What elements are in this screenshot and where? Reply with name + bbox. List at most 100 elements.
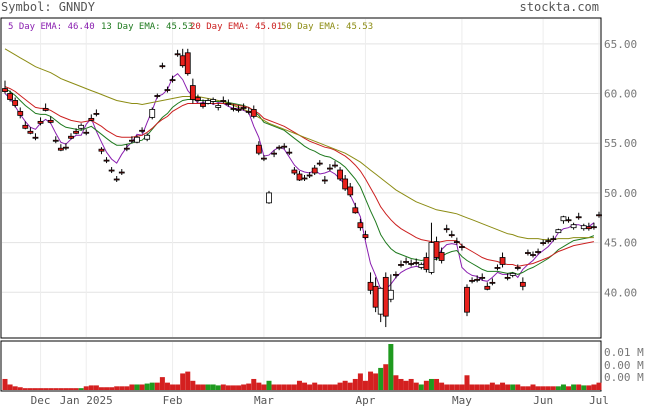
candle: [565, 216, 572, 223]
legend-ema-5: 5 Day EMA: 46.40: [8, 22, 95, 32]
volume-bar: [347, 382, 353, 390]
candle-body: [22, 124, 29, 129]
candle: [464, 284, 470, 317]
legend-ema-50-text: 50 Day EMA: 45.53: [281, 22, 373, 32]
candle-body: [393, 273, 399, 276]
candle-body: [286, 151, 293, 154]
candle-body: [327, 167, 333, 170]
volume-bar: [266, 380, 272, 390]
volume-bar: [494, 384, 500, 390]
volume-bar: [271, 384, 277, 390]
ema-13-line: [4, 88, 595, 275]
volume-bar: [114, 386, 120, 390]
candle-body: [591, 226, 597, 229]
candle-body: [550, 238, 557, 241]
volume-bar: [489, 382, 495, 390]
candle-body: [469, 279, 475, 282]
month-label: Jan 2025: [60, 394, 113, 406]
candle-body: [367, 281, 374, 291]
candle: [337, 167, 343, 181]
candle: [535, 248, 541, 255]
candle: [68, 133, 74, 140]
candle-body: [479, 276, 486, 279]
candle: [519, 277, 526, 291]
volume-bar: [368, 371, 374, 390]
candle-body: [580, 225, 587, 230]
volume-bar: [510, 384, 516, 390]
volume-bar: [164, 382, 170, 390]
candle-body: [139, 129, 145, 132]
candle-body: [484, 285, 491, 290]
candle-body: [27, 130, 34, 134]
site-label[interactable]: stockta.com: [520, 0, 599, 14]
candle: [12, 97, 19, 108]
candle-body: [377, 287, 384, 315]
volume-bar: [53, 388, 59, 390]
candle-body: [540, 242, 547, 244]
candle: [22, 121, 29, 130]
volume-bar: [7, 384, 13, 390]
candle: [27, 127, 34, 135]
volume-bar: [535, 386, 541, 390]
volume-bar: [134, 384, 140, 390]
candle-body: [57, 147, 64, 151]
candle-body: [250, 109, 257, 117]
candle-body: [235, 109, 242, 111]
candle: [200, 99, 206, 109]
candle-body: [413, 262, 420, 264]
volume-bar: [256, 382, 262, 390]
volume-bar: [439, 382, 445, 390]
candle: [57, 144, 64, 152]
candle: [7, 90, 13, 102]
candle: [474, 275, 481, 283]
candle: [154, 93, 161, 99]
candle: [2, 80, 8, 94]
volume-bar: [58, 388, 64, 390]
candle-body: [205, 100, 211, 104]
candle-body: [291, 169, 298, 174]
volume-bar: [469, 384, 475, 390]
candle: [347, 182, 354, 197]
candle: [362, 230, 369, 240]
candle: [306, 172, 313, 178]
candle-body: [129, 139, 135, 142]
candle-body: [225, 103, 232, 105]
candle-body: [78, 124, 85, 129]
volume-bar: [357, 373, 363, 390]
candle-body: [261, 157, 267, 160]
candle: [281, 143, 288, 150]
candle: [42, 103, 49, 112]
candle-body: [118, 171, 125, 174]
volume-bar: [246, 383, 252, 390]
candle: [88, 114, 95, 122]
candle: [398, 260, 404, 268]
candle: [321, 176, 328, 184]
candle-body: [357, 222, 364, 229]
candle: [139, 127, 145, 134]
volume-bar: [434, 378, 440, 390]
volume-bar: [144, 383, 150, 390]
candle-body: [509, 272, 516, 276]
month-label: Dec: [31, 394, 51, 406]
candle-body: [63, 146, 69, 149]
candle-body: [73, 130, 79, 134]
candle-body: [103, 159, 110, 162]
candle: [560, 215, 567, 224]
candle-body: [560, 216, 567, 222]
volume-bar: [170, 384, 176, 390]
candle: [250, 105, 257, 119]
volume-bar: [180, 373, 186, 390]
volume-bar: [408, 378, 414, 390]
volume-bar: [93, 385, 99, 390]
candle-body: [164, 89, 171, 91]
candle-body: [499, 257, 506, 265]
volume-bar: [129, 384, 135, 390]
price-tick-label: 65.00: [604, 38, 637, 51]
candle: [210, 97, 217, 105]
volume-bar: [230, 385, 236, 390]
candle-body: [98, 148, 105, 152]
candle-body: [159, 65, 166, 68]
volume-bar: [484, 384, 490, 390]
candle-body: [2, 88, 8, 92]
candle-body: [494, 267, 501, 269]
